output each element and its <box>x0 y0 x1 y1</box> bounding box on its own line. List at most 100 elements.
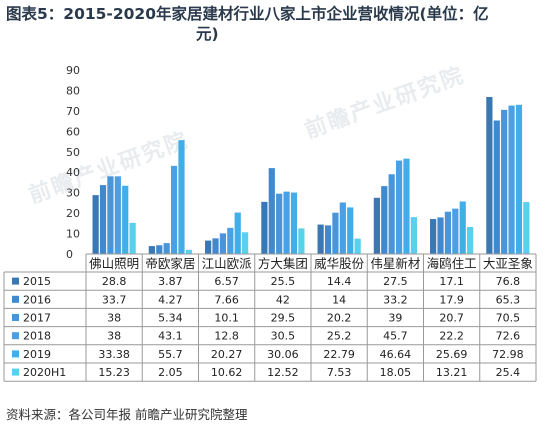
y-tick-label: 30 <box>66 187 80 200</box>
data-label: 20.7 <box>439 312 464 325</box>
data-label: 25.4 <box>496 366 521 379</box>
data-label: 38 <box>107 330 121 343</box>
data-label: 76.8 <box>496 275 521 288</box>
legend-swatch <box>12 295 19 303</box>
bar <box>317 224 324 254</box>
data-label: 72.6 <box>496 330 521 343</box>
bar <box>354 238 361 254</box>
category-label: 海鸥住工 <box>427 256 477 271</box>
data-label: 27.5 <box>383 275 408 288</box>
bar <box>339 202 346 254</box>
bar <box>178 140 185 254</box>
bar <box>508 105 515 254</box>
data-label: 43.1 <box>158 330 183 343</box>
bar <box>410 217 417 254</box>
data-label: 10.62 <box>211 366 243 379</box>
source-note: 资料来源：各公司年报 前瞻产业研究院整理 <box>6 407 248 422</box>
data-label: 7.66 <box>214 293 239 306</box>
data-label: 20.27 <box>211 348 243 361</box>
bar <box>373 197 380 254</box>
bar <box>290 192 298 254</box>
data-label: 4.27 <box>158 293 183 306</box>
chart-title-line2: 元) <box>196 25 219 43</box>
data-label: 22.2 <box>439 330 464 343</box>
bar <box>486 96 493 254</box>
data-label: 55.7 <box>158 348 183 361</box>
category-label: 大亚圣象 <box>483 256 533 271</box>
legend-swatch <box>12 332 19 340</box>
y-tick-label: 70 <box>66 105 80 118</box>
legend-swatch <box>12 277 19 285</box>
legend-label: 2015 <box>23 275 51 288</box>
data-label: 12.8 <box>214 330 239 343</box>
bar <box>444 211 452 254</box>
bar <box>234 212 241 254</box>
data-label: 65.3 <box>496 293 521 306</box>
data-label: 72.98 <box>492 348 524 361</box>
data-label: 17.1 <box>439 275 464 288</box>
category-label: 佛山照明 <box>89 256 139 271</box>
bar <box>388 174 395 254</box>
data-label: 5.34 <box>158 312 183 325</box>
legend-label: 2020H1 <box>23 366 66 379</box>
data-label: 25.69 <box>436 348 468 361</box>
data-label: 28.8 <box>102 275 127 288</box>
data-label: 18.05 <box>380 366 412 379</box>
data-label: 25.2 <box>327 330 352 343</box>
bar <box>170 165 178 254</box>
bar <box>283 191 290 254</box>
bar <box>156 245 163 254</box>
bar <box>242 232 249 254</box>
bar <box>523 202 530 254</box>
y-tick-label: 10 <box>66 228 80 241</box>
bar <box>437 217 444 254</box>
bar <box>185 249 192 254</box>
bar <box>298 228 305 254</box>
data-label: 33.38 <box>98 348 130 361</box>
y-tick-label: 40 <box>66 166 80 179</box>
legend-label: 2016 <box>23 293 51 306</box>
legend-swatch <box>12 368 19 376</box>
data-label: 25.5 <box>271 275 296 288</box>
data-label: 38 <box>107 312 121 325</box>
data-label: 12.52 <box>267 366 299 379</box>
legend-swatch <box>12 350 19 358</box>
bar <box>403 158 410 254</box>
data-label: 13.21 <box>436 366 468 379</box>
bar <box>493 120 500 255</box>
bar <box>205 240 212 254</box>
data-label: 29.5 <box>271 312 296 325</box>
data-label: 3.87 <box>158 275 183 288</box>
category-label: 伟星新材 <box>370 256 420 271</box>
y-tick-label: 50 <box>66 146 80 159</box>
bar <box>276 193 283 254</box>
bar <box>347 207 354 254</box>
chart-title: 图表5：2015-2020年家居建材行业八家上市企业营收情况(单位：亿 元) <box>6 4 538 44</box>
bar <box>219 233 227 254</box>
bar <box>212 238 219 254</box>
bar <box>501 109 508 254</box>
data-label: 14.4 <box>327 275 352 288</box>
bar <box>467 226 474 254</box>
bar <box>452 208 459 254</box>
bar <box>122 185 129 254</box>
bar <box>148 246 155 254</box>
bar <box>395 160 403 254</box>
data-label: 42 <box>276 293 290 306</box>
legend-label: 2019 <box>23 348 51 361</box>
bar <box>99 185 107 254</box>
data-label: 17.9 <box>439 293 464 306</box>
bar <box>114 176 121 254</box>
y-tick-label: 0 <box>66 248 73 261</box>
data-label: 6.57 <box>214 275 239 288</box>
data-label: 33.2 <box>383 293 408 306</box>
legend-label: 2018 <box>23 330 51 343</box>
data-label: 70.5 <box>496 312 521 325</box>
data-label: 14 <box>332 293 346 306</box>
bar <box>227 227 234 254</box>
bar <box>332 212 339 254</box>
bar <box>430 219 437 254</box>
data-label: 30.06 <box>267 348 299 361</box>
data-label: 15.23 <box>98 366 130 379</box>
